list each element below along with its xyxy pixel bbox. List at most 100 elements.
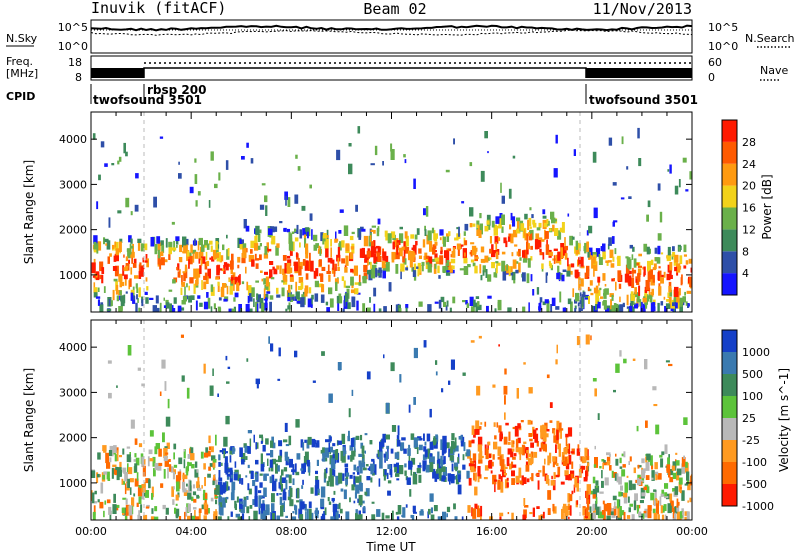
echo-cell [565,437,568,447]
echo-cell [509,266,513,273]
echo-cell [124,483,127,495]
echo-cell [493,227,498,236]
echo-cell [239,238,242,245]
echo-cell [623,358,627,364]
echo-cell [468,440,472,448]
echo-cell [619,466,623,469]
echo-cell [441,466,446,472]
echo-cell [454,462,459,468]
echo-cell [493,441,498,450]
echo-cell [544,231,549,239]
echo-cell [605,260,609,263]
echo-cell [484,225,489,232]
echo-cell [644,508,649,518]
echo-cell [609,453,611,457]
echo-cell [195,200,198,207]
echo-cell [307,462,311,473]
echo-cell [640,480,644,483]
echo-cell [333,511,336,520]
echo-cell [355,204,358,212]
echo-cell [621,510,625,516]
echo-cell [354,450,356,457]
echo-cell [99,501,104,509]
echo-cell [482,265,486,273]
station-title: Inuvik (fitACF) [91,0,226,17]
echo-cell [294,504,296,511]
echo-cell [145,478,150,484]
echo-cell [606,260,609,266]
echo-cell [617,506,622,518]
echo-cell [222,482,227,492]
echo-cell [199,265,202,274]
echo-cell [351,283,354,289]
echo-cell [178,257,183,263]
echo-cell [310,487,314,494]
echo-cell [562,307,567,312]
echo-cell [292,511,295,514]
echo-cell [553,248,558,251]
echo-cell [499,213,503,224]
echo-cell [191,515,196,520]
echo-cell [449,307,452,312]
echo-cell [115,284,119,295]
echo-cell [329,298,334,308]
nsearch-top-tick: 10^5 [708,21,738,34]
echo-cell [105,243,108,246]
echo-cell [549,402,553,408]
echo-cell [359,462,363,474]
echo-cell [499,433,503,440]
echo-cell [668,471,671,478]
echo-cell [359,248,363,258]
echo-cell [210,151,214,161]
echo-cell [345,285,351,288]
echo-cell [559,257,562,265]
echo-cell [198,251,203,261]
echo-cell [523,229,526,237]
echo-cell [467,505,471,513]
echo-cell [311,294,314,300]
echo-cell [500,182,502,193]
echo-cell [497,456,501,460]
echo-cell [663,504,667,511]
echo-cell [351,389,354,396]
echo-cell [217,393,219,397]
echo-cell [626,515,631,519]
echo-cell [544,299,549,304]
echo-cell [248,308,253,312]
colorbar-swatch [722,163,737,186]
echo-cell [224,456,228,466]
echo-cell [657,473,662,480]
echo-cell [308,508,312,520]
echo-cell [277,378,281,381]
echo-cell [264,285,269,290]
echo-cell [281,469,284,476]
echo-cell [410,234,415,239]
echo-cell [175,494,179,501]
echo-cell [135,173,139,179]
echo-cell [643,510,647,514]
echo-cell [319,246,322,256]
echo-cell [298,257,300,269]
echo-cell [526,241,529,250]
echo-cell [403,448,407,454]
echo-cell [295,291,300,300]
echo-cell [347,435,350,442]
echo-cell [363,506,366,512]
echo-cell [529,512,533,515]
colorbar-swatch [722,484,737,506]
echo-cell [208,446,212,451]
echo-cell [668,297,672,308]
echo-cell [166,442,170,449]
echo-cell [276,265,280,270]
colorbar-tick-label: -500 [742,478,767,491]
echo-cell [567,264,571,275]
echo-cell [159,302,162,312]
echo-cell [249,293,253,302]
echo-cell [470,463,475,467]
echo-cell [343,489,347,500]
nsearch-bottom-tick: 10^0 [708,40,738,53]
echo-cell [265,294,269,299]
echo-cell [485,269,488,278]
echo-cell [528,453,533,458]
echo-cell [218,496,223,503]
